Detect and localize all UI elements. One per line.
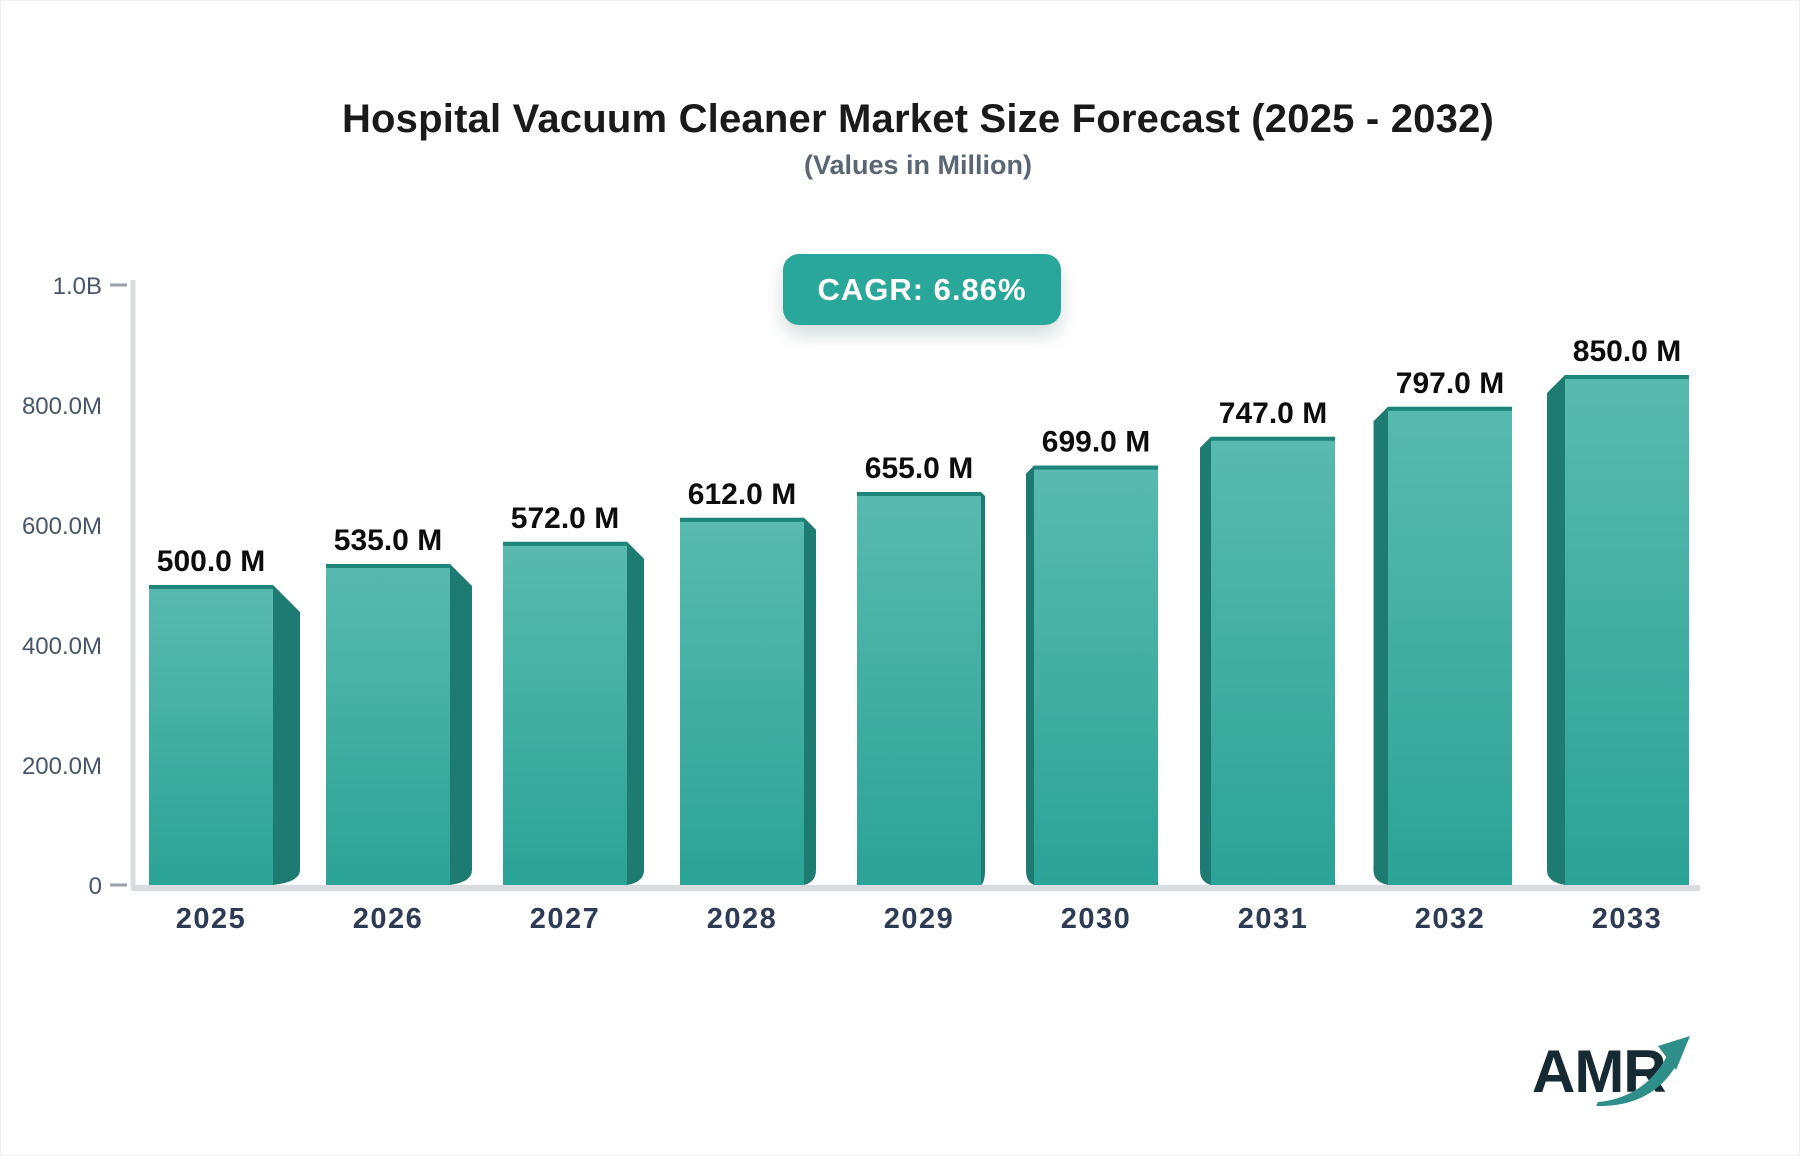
bar-top-lid: [680, 517, 804, 522]
bar-value-label: 850.0 M: [1573, 335, 1681, 368]
bar-side-face: [450, 564, 472, 885]
x-axis-label: 2029: [884, 903, 955, 935]
bar-side-face: [981, 492, 985, 885]
logo-arrow-head-icon: [1658, 1036, 1690, 1070]
x-axis-label: 2028: [707, 903, 778, 935]
y-tick-label: 800.0M: [22, 393, 102, 420]
bar-2027: 572.0 M 2027: [503, 502, 644, 935]
bar-side-face: [1373, 406, 1388, 885]
bar-value-label: 572.0 M: [511, 502, 619, 535]
bar-side-face: [273, 585, 300, 885]
y-tick-label: 1.0B: [53, 273, 102, 300]
bar-top-lid: [503, 541, 627, 546]
bar-top-lid: [1211, 436, 1335, 441]
y-tick-label: 200.0M: [22, 753, 102, 780]
bar-front-face: [1565, 375, 1689, 885]
cagr-badge-label: CAGR: 6.86%: [817, 271, 1027, 307]
bar-front-face: [503, 541, 627, 885]
bar-2029: 655.0 M 2029: [857, 452, 985, 935]
bar-value-label: 797.0 M: [1396, 367, 1504, 400]
bar-front-face: [680, 517, 804, 885]
chart-title: Hospital Vacuum Cleaner Market Size Fore…: [341, 97, 1495, 141]
bar-value-label: 747.0 M: [1219, 397, 1327, 430]
y-tick-label: 400.0M: [22, 633, 102, 660]
bar-front-face: [857, 492, 981, 885]
x-axis-label: 2032: [1415, 903, 1486, 935]
bar-side-face: [627, 541, 644, 885]
y-tick-label: 600.0M: [22, 513, 102, 540]
x-axis-label: 2027: [530, 903, 601, 935]
bar-top-lid: [1565, 375, 1689, 379]
chart-header: Hospital Vacuum Cleaner Market Size Fore…: [40, 0, 1796, 180]
bar-2031: 747.0 M 2031: [1200, 397, 1335, 935]
bar-front-face: [1388, 406, 1512, 885]
bar-front-face: [149, 585, 273, 885]
bar-front-face: [1211, 436, 1335, 885]
bar-2025: 500.0 M 2025: [149, 545, 300, 935]
chart-subtitle: (Values in Million): [803, 150, 1033, 180]
bar-2028: 612.0 M 2028: [680, 478, 816, 935]
bar-value-label: 500.0 M: [157, 545, 265, 578]
cagr-badge: CAGR: 6.86%: [783, 254, 1061, 325]
bar-front-face: [1034, 465, 1158, 885]
bar-2026: 535.0 M 2026: [326, 524, 472, 935]
x-axis-label: 2030: [1061, 903, 1132, 935]
bar-top-lid: [149, 585, 273, 589]
bar-top-lid: [326, 564, 450, 568]
bar-side-face: [1547, 375, 1565, 885]
bar-2032: 797.0 M 2032: [1373, 367, 1512, 935]
bar-side-face: [1026, 465, 1034, 885]
amr-logo: AMR: [1532, 1036, 1690, 1107]
bar-side-face: [1200, 436, 1211, 885]
bar-2033: 850.0 M 2033: [1547, 335, 1689, 935]
bar-top-lid: [1388, 406, 1512, 411]
x-axis-label: 2026: [353, 903, 424, 935]
bar-value-label: 655.0 M: [865, 452, 973, 485]
y-tick-label: 0: [89, 873, 102, 900]
bar-top-lid: [1034, 465, 1158, 470]
bar-value-label: 612.0 M: [688, 478, 796, 511]
x-axis-label: 2033: [1592, 903, 1663, 935]
bar-value-label: 699.0 M: [1042, 426, 1150, 459]
x-axis-label: 2031: [1238, 903, 1309, 935]
bar-top-lid: [857, 492, 981, 496]
x-axis-label: 2025: [176, 903, 247, 935]
bar-front-face: [326, 564, 450, 885]
bar-2030: 699.0 M 2030: [1026, 426, 1158, 935]
bar-side-face: [804, 517, 816, 885]
bar-value-label: 535.0 M: [334, 524, 442, 557]
